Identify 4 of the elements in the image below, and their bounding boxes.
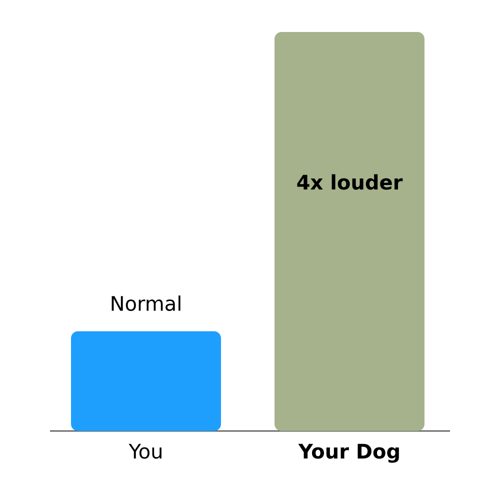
- x-tick-label: Your Dog: [298, 444, 399, 463]
- annotation: 4x louder: [297, 174, 403, 190]
- annotation: Normal: [112, 296, 180, 311]
- x-tick-label: You: [128, 444, 162, 459]
